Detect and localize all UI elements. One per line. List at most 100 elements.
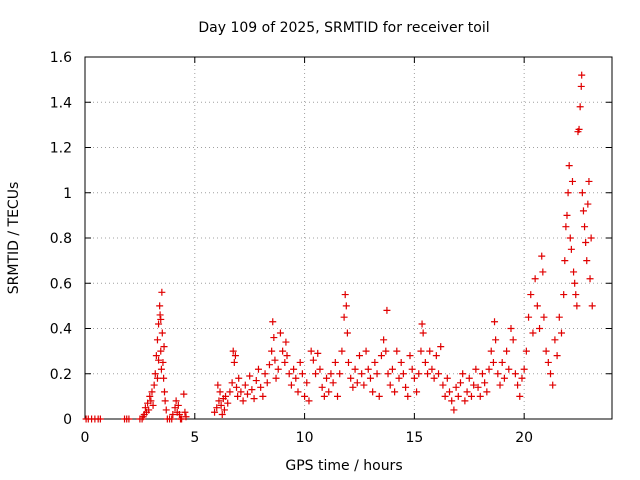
data-point (388, 365, 396, 373)
data-point (181, 408, 189, 416)
data-point (222, 392, 230, 400)
data-point (531, 275, 539, 283)
data-point (338, 347, 346, 355)
data-point (417, 347, 425, 355)
data-point (342, 302, 350, 310)
data-point (570, 268, 578, 276)
data-point (174, 401, 182, 409)
data-point (243, 390, 251, 398)
data-point (307, 347, 315, 355)
data-point (276, 329, 284, 337)
y-tick-label: 1 (63, 186, 72, 202)
data-point (577, 82, 585, 90)
data-point (314, 349, 322, 357)
data-point (281, 358, 289, 366)
data-point (285, 370, 293, 378)
data-point (217, 401, 225, 409)
data-point (557, 329, 565, 337)
x-tick-label: 20 (515, 430, 533, 446)
data-point (498, 358, 506, 366)
data-point (239, 397, 247, 405)
data-point (294, 388, 302, 396)
data-point (578, 71, 586, 79)
data-point (576, 103, 584, 111)
data-point (527, 291, 535, 299)
y-tick-labels: 0 0.2 0.4 0.6 0.8 1 1.2 1.4 1.6 (50, 50, 72, 428)
data-point (565, 162, 573, 170)
data-point (336, 370, 344, 378)
data-point (375, 392, 383, 400)
data-point (443, 374, 451, 382)
data-point (318, 383, 326, 391)
data-point (301, 392, 309, 400)
data-point (153, 336, 161, 344)
data-point (158, 288, 166, 296)
data-point (419, 329, 427, 337)
data-point (522, 347, 530, 355)
data-point (496, 381, 504, 389)
data-point (182, 413, 190, 421)
data-point (214, 381, 222, 389)
data-point (511, 370, 519, 378)
data-point (536, 325, 544, 332)
data-point (544, 358, 552, 366)
data-point (446, 388, 454, 396)
data-point (364, 365, 372, 373)
data-point (366, 374, 374, 382)
data-point (334, 392, 342, 400)
data-point (430, 374, 438, 382)
data-point (560, 291, 568, 299)
data-point (587, 234, 595, 242)
data-point (323, 374, 331, 382)
data-point (216, 388, 224, 396)
data-point (369, 388, 377, 396)
data-point (155, 320, 163, 328)
data-point (349, 383, 357, 391)
data-point (312, 370, 320, 378)
data-point (272, 374, 280, 382)
data-point (503, 347, 511, 355)
y-tick-label: 1.4 (50, 95, 72, 111)
data-point (178, 415, 186, 423)
data-point (327, 370, 335, 378)
data-point (257, 383, 265, 391)
data-point (588, 302, 596, 310)
x-tick-label: 0 (81, 430, 90, 446)
data-point (228, 379, 236, 387)
data-point (279, 347, 287, 355)
data-point (340, 313, 348, 321)
data-point (397, 358, 405, 366)
x-tick-label: 15 (405, 430, 423, 446)
data-point (483, 388, 491, 396)
data-point (582, 239, 590, 247)
data-point (437, 343, 445, 351)
data-point (155, 356, 163, 364)
data-point (168, 415, 176, 423)
data-point (160, 388, 168, 396)
data-point (358, 370, 366, 378)
data-point (529, 329, 537, 337)
data-point (157, 315, 165, 323)
data-point (156, 311, 164, 319)
data-point (463, 388, 471, 396)
data-point (452, 383, 460, 391)
chart-title: Day 109 of 2025, SRMTID for receiver toi… (198, 20, 489, 36)
data-point (542, 347, 550, 355)
data-point (563, 211, 571, 219)
data-point (254, 365, 262, 373)
data-point (162, 406, 170, 414)
y-tick-label: 0.6 (50, 276, 72, 292)
x-tick-labels: 0 5 10 15 20 (81, 430, 534, 446)
data-point (345, 358, 352, 366)
data-point (561, 257, 569, 265)
data-point (147, 397, 155, 405)
data-point (145, 406, 153, 414)
data-point (150, 381, 158, 389)
data-point (435, 370, 443, 378)
data-point (151, 370, 159, 378)
data-point (572, 291, 580, 299)
data-point (472, 365, 480, 373)
data-point (241, 381, 249, 389)
data-point (292, 374, 300, 382)
